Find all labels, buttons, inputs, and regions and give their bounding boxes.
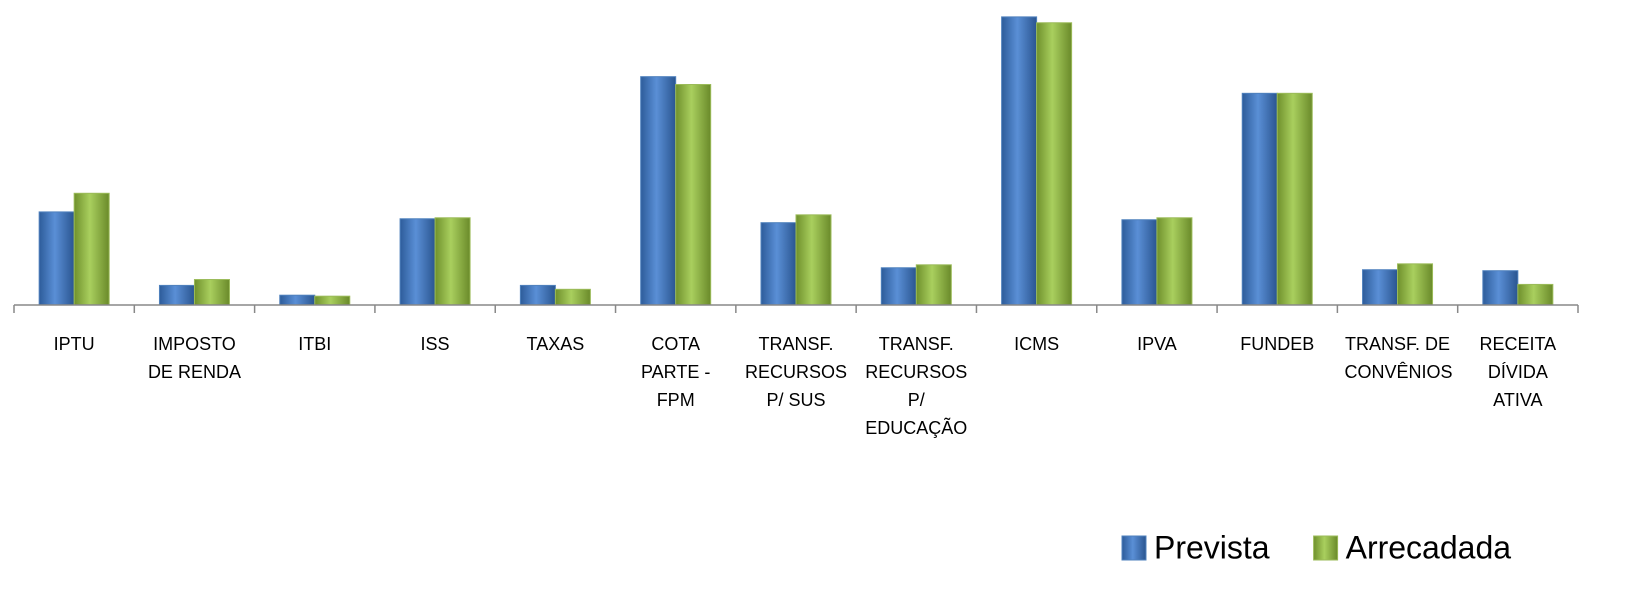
x-tick-label: ISS xyxy=(420,334,450,354)
bar xyxy=(1362,269,1399,306)
bar xyxy=(1397,263,1434,306)
bar xyxy=(554,288,591,306)
x-tick-label: IMPOSTO DE RENDA xyxy=(147,334,241,382)
bar xyxy=(1241,92,1278,306)
bar xyxy=(158,284,195,306)
bar xyxy=(38,211,75,306)
x-tick-label: TRANSF. RECURSOS P/ SUS xyxy=(744,334,847,410)
legend-swatch xyxy=(1121,535,1147,561)
bar xyxy=(640,76,677,306)
bar xyxy=(1276,92,1313,306)
bar xyxy=(73,192,110,306)
bar xyxy=(880,267,917,306)
x-tick-label: TRANSF. RECURSOS P/ EDUCAÇÃO xyxy=(865,334,968,438)
bar xyxy=(1036,22,1073,306)
x-tick-label: RECEITA DÍVIDA ATIVA xyxy=(1479,334,1557,410)
bar xyxy=(675,84,712,306)
bar xyxy=(519,284,556,306)
x-tick-label: IPVA xyxy=(1137,334,1177,354)
x-tick-label: IPTU xyxy=(53,334,95,354)
bar xyxy=(915,264,952,306)
bar xyxy=(760,222,797,306)
bar xyxy=(1156,217,1193,306)
x-tick-label: TAXAS xyxy=(526,334,585,354)
bar xyxy=(795,214,832,306)
bar xyxy=(314,295,351,306)
bar xyxy=(1121,219,1158,306)
bar xyxy=(193,279,230,306)
bar xyxy=(434,217,471,306)
legend-label: Arrecadada xyxy=(1346,529,1512,565)
x-tick-label: COTA PARTE - FPM xyxy=(641,334,711,410)
bar xyxy=(279,294,316,306)
x-tick-label: TRANSF. DE CONVÊNIOS xyxy=(1344,334,1453,382)
legend-swatch xyxy=(1313,535,1339,561)
legend-label: Prevista xyxy=(1154,529,1270,565)
x-tick-label: ITBI xyxy=(298,334,332,354)
x-tick-label: ICMS xyxy=(1014,334,1060,354)
bar xyxy=(1482,270,1519,306)
bar xyxy=(1001,16,1038,306)
x-tick-label: FUNDEB xyxy=(1240,334,1315,354)
bar xyxy=(1517,283,1554,306)
bar xyxy=(399,218,436,306)
